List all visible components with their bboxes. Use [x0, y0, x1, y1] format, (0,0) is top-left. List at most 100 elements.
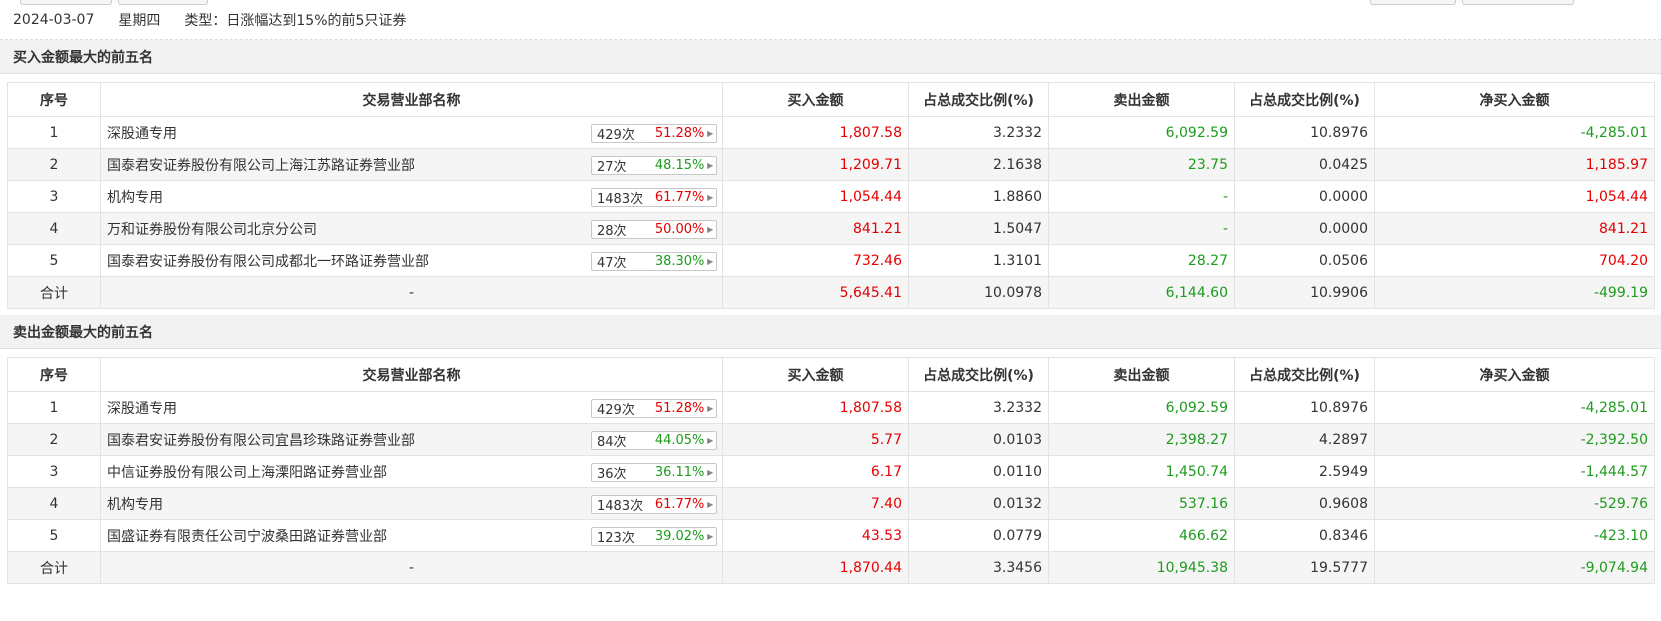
sell-amount-cell: 23.75 [1048, 148, 1235, 181]
dept-name-link[interactable]: 中信证券股份有限公司上海溧阳路证券营业部 [107, 464, 387, 481]
col-sell-ratio[interactable]: 占总成交比例(%) [1234, 82, 1375, 117]
table-row[interactable]: 3 中信证券股份有限公司上海溧阳路证券营业部 36次 36.11% ▶ 6.17 0.011… [7, 455, 1655, 488]
dept-name-link[interactable]: 国盛证券有限责任公司宁波桑田路证券营业部 [107, 528, 387, 545]
dept-name-cell[interactable]: 机构专用 1483次 61.77% ▶ [100, 180, 723, 213]
total-buy: 5,645.41 [722, 276, 909, 309]
col-seq[interactable]: 序号 [7, 357, 101, 392]
appearance-count: 1483次 [597, 499, 644, 514]
win-rate: 38.30% [654, 254, 705, 269]
col-seq[interactable]: 序号 [7, 82, 101, 117]
table-row[interactable]: 3 机构专用 1483次 61.77% ▶ 1,054.44 1.8860-0.0000 1,… [7, 180, 1655, 213]
rank-stat-badge[interactable]: 36次 36.11% ▶ [591, 463, 717, 482]
dept-name-cell[interactable]: 机构专用 1483次 61.77% ▶ [100, 487, 723, 520]
buy-ratio-cell: 0.0110 [908, 455, 1049, 488]
table-row[interactable]: 4 万和证券股份有限公司北京分公司 28次 50.00% ▶ 841.21 1.5047-0… [7, 212, 1655, 245]
rank-stat-badge[interactable]: 429次 51.28% ▶ [591, 124, 717, 143]
dept-name-link[interactable]: 机构专用 [107, 496, 163, 513]
col-sell[interactable]: 卖出金额 [1048, 357, 1235, 392]
dept-name-cell[interactable]: 中信证券股份有限公司上海溧阳路证券营业部 36次 36.11% ▶ [100, 455, 723, 488]
dept-name-link[interactable]: 国泰君安证券股份有限公司上海江苏路证券营业部 [107, 157, 415, 174]
dept-name-cell[interactable]: 国盛证券有限责任公司宁波桑田路证券营业部 123次 39.02% ▶ [100, 519, 723, 552]
col-net[interactable]: 净买入金额 [1374, 357, 1655, 392]
col-dept[interactable]: 交易营业部名称 [100, 357, 723, 392]
rank-stat-badge[interactable]: 1483次 61.77% ▶ [591, 495, 717, 514]
table-row[interactable]: 1 深股通专用 429次 51.28% ▶ 1,807.58 3.2332 6,092.59 1… [7, 391, 1655, 424]
seq-cell: 1 [7, 391, 101, 424]
table-row[interactable]: 1 深股通专用 429次 51.28% ▶ 1,807.58 3.2332 6,092.59 1… [7, 116, 1655, 149]
rank-stat-badge[interactable]: 84次 44.05% ▶ [591, 431, 717, 450]
buy-ratio-cell: 2.1638 [908, 148, 1049, 181]
dept-name-cell[interactable]: 国泰君安证券股份有限公司成都北一环路证券营业部 47次 38.30% ▶ [100, 244, 723, 277]
col-buy-ratio[interactable]: 占总成交比例(%) [908, 82, 1049, 117]
buy-ratio-cell: 0.0132 [908, 487, 1049, 520]
table-row[interactable]: 2 国泰君安证券股份有限公司宜昌珍珠路证券营业部 84次 44.05% ▶ 5.77 0.0… [7, 423, 1655, 456]
total-net: -9,074.94 [1374, 551, 1655, 584]
dept-name-link[interactable]: 国泰君安证券股份有限公司成都北一环路证券营业部 [107, 253, 429, 270]
triangle-right-icon: ▶ [707, 532, 714, 541]
rank-stat-badge[interactable]: 27次 48.15% ▶ [591, 156, 717, 175]
table-row[interactable]: 2 国泰君安证券股份有限公司上海江苏路证券营业部 27次 48.15% ▶ 1,209.7… [7, 148, 1655, 181]
dept-name-link[interactable]: 机构专用 [107, 189, 163, 206]
dept-name-link[interactable]: 万和证券股份有限公司北京分公司 [107, 221, 317, 238]
sell-amount-cell: - [1048, 212, 1235, 245]
rank-stat-badge[interactable]: 429次 51.28% ▶ [591, 399, 717, 418]
win-rate: 36.11% [654, 465, 705, 480]
rank-stat-badge[interactable]: 123次 39.02% ▶ [591, 527, 717, 546]
win-rate: 50.00% [654, 222, 705, 237]
col-buy[interactable]: 买入金额 [722, 357, 909, 392]
dept-name-cell[interactable]: 国泰君安证券股份有限公司上海江苏路证券营业部 27次 48.15% ▶ [100, 148, 723, 181]
table-row[interactable]: 5 国泰君安证券股份有限公司成都北一环路证券营业部 47次 38.30% ▶ 732.46… [7, 244, 1655, 277]
col-dept[interactable]: 交易营业部名称 [100, 82, 723, 117]
total-sell-ratio: 10.9906 [1234, 276, 1375, 309]
seq-cell: 2 [7, 423, 101, 456]
dept-name-cell[interactable]: 深股通专用 429次 51.28% ▶ [100, 391, 723, 424]
triangle-right-icon: ▶ [707, 193, 714, 202]
dept-name-cell[interactable]: 万和证券股份有限公司北京分公司 28次 50.00% ▶ [100, 212, 723, 245]
top-tab-stub[interactable] [118, 0, 208, 5]
top-tab-stub[interactable] [20, 0, 112, 5]
seq-cell: 5 [7, 244, 101, 277]
buy-amount-cell: 732.46 [722, 244, 909, 277]
rank-stat-badge[interactable]: 47次 38.30% ▶ [591, 252, 717, 271]
triangle-right-icon: ▶ [707, 161, 714, 170]
top-tab-stub[interactable] [1370, 0, 1456, 5]
total-row: 合计 -5,645.41 10.0978 6,144.60 10.9906 -499.19 [7, 276, 1655, 309]
table-row[interactable]: 5 国盛证券有限责任公司宁波桑田路证券营业部 123次 39.02% ▶ 43.53 0.0… [7, 519, 1655, 552]
table-row[interactable]: 4 机构专用 1483次 61.77% ▶ 7.40 0.0132 537.16 0.9608-… [7, 487, 1655, 520]
sell-section-title: 卖出金额最大的前五名 [0, 315, 1661, 349]
triangle-right-icon: ▶ [707, 500, 714, 509]
sell-ratio-cell: 10.8976 [1234, 116, 1375, 149]
dept-name-link[interactable]: 国泰君安证券股份有限公司宜昌珍珠路证券营业部 [107, 432, 415, 449]
buy-ratio-cell: 3.2332 [908, 391, 1049, 424]
dept-name-cell[interactable]: 深股通专用 429次 51.28% ▶ [100, 116, 723, 149]
col-buy-ratio[interactable]: 占总成交比例(%) [908, 357, 1049, 392]
total-label: 合计 [7, 551, 101, 584]
seq-cell: 4 [7, 487, 101, 520]
sell-ratio-cell: 4.2897 [1234, 423, 1375, 456]
rank-stat-badge[interactable]: 28次 50.00% ▶ [591, 220, 717, 239]
sell-ratio-cell: 0.0000 [1234, 180, 1375, 213]
appearance-count: 28次 [597, 224, 627, 239]
rank-stat-badge[interactable]: 1483次 61.77% ▶ [591, 188, 717, 207]
win-rate: 61.77% [654, 190, 705, 205]
col-net[interactable]: 净买入金额 [1374, 82, 1655, 117]
top-tab-stub[interactable] [1462, 0, 1574, 5]
col-buy[interactable]: 买入金额 [722, 82, 909, 117]
buy-ratio-cell: 1.5047 [908, 212, 1049, 245]
total-label: 合计 [7, 276, 101, 309]
triangle-right-icon: ▶ [707, 225, 714, 234]
net-amount-cell: -1,444.57 [1374, 455, 1655, 488]
col-sell[interactable]: 卖出金额 [1048, 82, 1235, 117]
dept-name-link[interactable]: 深股通专用 [107, 125, 177, 142]
total-sell: 10,945.38 [1048, 551, 1235, 584]
dept-name-link[interactable]: 深股通专用 [107, 400, 177, 417]
col-sell-ratio[interactable]: 占总成交比例(%) [1234, 357, 1375, 392]
buy-ratio-cell: 3.2332 [908, 116, 1049, 149]
total-net: -499.19 [1374, 276, 1655, 309]
net-amount-cell: -423.10 [1374, 519, 1655, 552]
dept-name-cell[interactable]: 国泰君安证券股份有限公司宜昌珍珠路证券营业部 84次 44.05% ▶ [100, 423, 723, 456]
total-sell: 6,144.60 [1048, 276, 1235, 309]
sell-ratio-cell: 0.0425 [1234, 148, 1375, 181]
win-rate: 61.77% [654, 497, 705, 512]
sell-ratio-cell: 0.0000 [1234, 212, 1375, 245]
